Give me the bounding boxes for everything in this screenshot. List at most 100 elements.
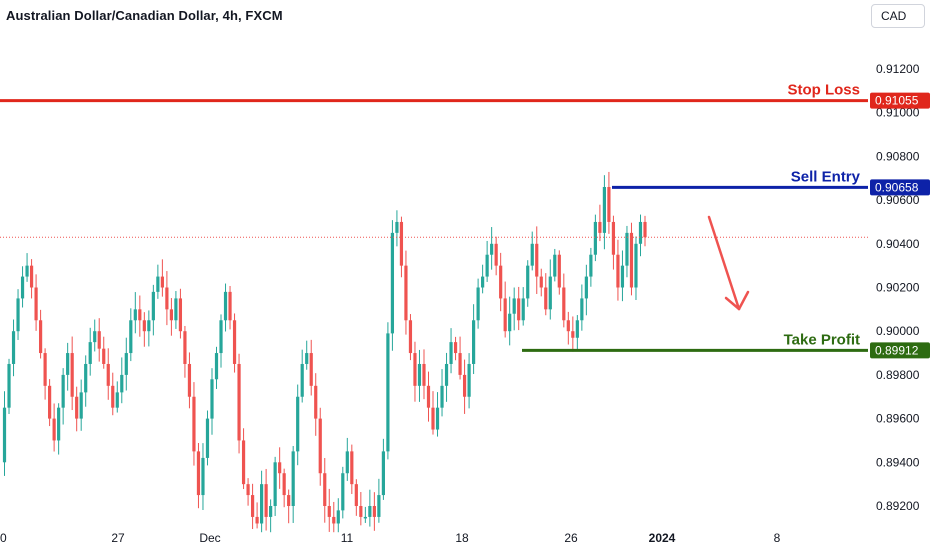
candle — [535, 226, 539, 294]
candle — [562, 273, 566, 328]
candle — [440, 369, 444, 417]
candle — [111, 372, 115, 416]
candle — [2, 391, 7, 476]
stop-loss-label: Stop Loss — [787, 82, 860, 99]
candle — [539, 268, 543, 297]
x-tick-label: 8 — [774, 531, 781, 545]
candle — [61, 368, 65, 425]
y-tick-label: 0.89600 — [876, 412, 920, 426]
candle — [192, 382, 196, 466]
candle — [174, 291, 178, 329]
y-tick-label: 0.89800 — [876, 368, 920, 382]
candle — [160, 259, 164, 297]
candle — [499, 252, 503, 312]
candle — [584, 264, 588, 316]
candle — [521, 287, 525, 326]
candle — [232, 313, 237, 373]
candle — [616, 239, 620, 301]
candle — [602, 175, 607, 250]
price-badge: 0.90658 — [870, 179, 930, 196]
candle — [210, 368, 214, 435]
candle — [300, 349, 304, 403]
candle — [512, 287, 516, 331]
candle — [314, 373, 318, 436]
candle — [223, 283, 228, 332]
candle — [593, 214, 597, 262]
chart-title: Australian Dollar/Canadian Dollar, 4h, F… — [6, 8, 283, 23]
price-badges: 0.91055 0.90658 0.89912 — [870, 92, 930, 359]
svg-text:0.91055: 0.91055 — [875, 94, 919, 108]
y-tick-label: 0.90000 — [876, 324, 920, 338]
candle — [269, 499, 273, 533]
candle — [147, 310, 151, 347]
candle — [431, 391, 435, 435]
candle — [151, 284, 155, 336]
candle — [625, 225, 629, 278]
y-tick-label: 0.91200 — [876, 62, 920, 76]
candle — [241, 428, 246, 490]
candle — [201, 443, 205, 511]
candle — [70, 336, 74, 411]
candle — [598, 204, 602, 242]
candle — [57, 403, 61, 455]
candle — [228, 285, 232, 330]
candle — [611, 215, 616, 270]
candle — [187, 352, 192, 409]
down-arrow-icon — [707, 215, 750, 311]
candle — [318, 407, 322, 486]
candle — [485, 240, 489, 282]
candle — [548, 259, 552, 320]
x-tick-label: 2024 — [649, 531, 676, 545]
candle — [305, 340, 309, 370]
candle — [88, 327, 92, 376]
candle — [341, 466, 345, 519]
candle — [38, 309, 43, 359]
candle — [526, 260, 530, 307]
y-tick-label: 0.90400 — [876, 237, 920, 251]
y-tick-label: 0.90600 — [876, 193, 920, 207]
candle — [52, 403, 56, 452]
candle — [377, 478, 381, 523]
candle — [129, 308, 133, 362]
candle — [643, 215, 647, 247]
candle — [363, 506, 367, 523]
candle — [205, 410, 210, 466]
svg-text:0.89912: 0.89912 — [875, 343, 919, 357]
candle — [34, 274, 38, 331]
candle — [273, 456, 277, 516]
currency-selector[interactable]: CAD — [871, 4, 925, 28]
candle — [386, 322, 390, 460]
candle — [120, 357, 124, 404]
candle — [359, 492, 363, 526]
candle — [260, 470, 264, 533]
candle — [255, 502, 259, 529]
candle — [250, 483, 255, 530]
candle — [372, 492, 376, 531]
candle — [48, 379, 52, 427]
candle — [417, 349, 422, 402]
candle — [75, 386, 79, 432]
candle — [296, 384, 300, 466]
candle — [291, 445, 295, 523]
candle — [413, 341, 417, 402]
price-badge: 0.89912 — [870, 342, 930, 359]
candle — [467, 353, 471, 409]
candle — [264, 468, 268, 531]
candle — [29, 259, 34, 299]
y-axis: 0.91200 0.91000 0.90800 0.90600 0.90400 0.902… — [876, 62, 920, 513]
candle — [278, 447, 282, 489]
candle — [25, 253, 29, 282]
y-tick-label: 0.90200 — [876, 281, 920, 295]
candle — [214, 346, 219, 389]
take-profit-label: Take Profit — [784, 331, 860, 348]
candle — [327, 488, 331, 532]
candle — [544, 273, 548, 316]
candle — [607, 171, 611, 234]
candle — [345, 437, 349, 481]
candle — [169, 298, 173, 336]
candle — [106, 348, 110, 400]
candle — [79, 379, 83, 431]
candle — [557, 250, 561, 295]
candle — [16, 289, 20, 340]
